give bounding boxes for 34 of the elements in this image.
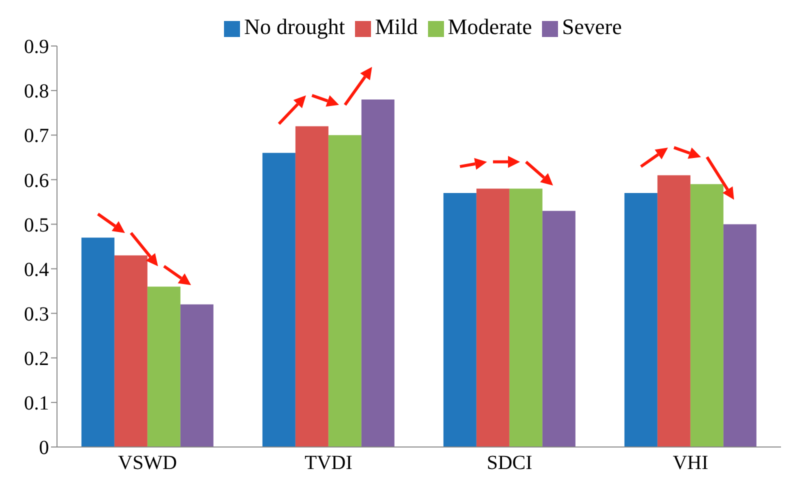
y-tick-label: 0.2: [24, 348, 49, 370]
y-tick-label: 0.6: [24, 170, 49, 192]
y-tick-label: 0.7: [24, 125, 49, 148]
y-tick-label: 0.4: [24, 258, 49, 281]
bar: [657, 175, 690, 447]
y-tick-label: 0.5: [24, 214, 49, 236]
bar: [295, 126, 328, 447]
bar: [542, 210, 576, 447]
bar: [690, 184, 724, 447]
legend-label: No drought: [244, 14, 345, 39]
bar: [443, 193, 476, 447]
legend-label: Severe: [562, 14, 622, 39]
x-tick-label: TVDI: [304, 452, 352, 474]
x-tick-label: SDCI: [486, 452, 532, 474]
y-tick-label: 0.1: [24, 392, 49, 415]
bar: [114, 255, 148, 447]
bar: [476, 188, 510, 447]
x-tick-label: VSWD: [118, 452, 177, 474]
bar: [262, 152, 296, 447]
legend-label: Moderate: [448, 14, 532, 39]
bar: [147, 286, 180, 447]
bar: [180, 304, 214, 447]
x-tick-label: VHI: [672, 452, 708, 474]
legend-label: Mild: [374, 14, 418, 39]
bar: [723, 224, 756, 447]
bar: [328, 135, 362, 447]
y-tick-label: 0: [39, 437, 49, 460]
y-tick-label: 0.8: [24, 80, 49, 103]
bar: [509, 188, 542, 447]
bar: [361, 99, 394, 447]
bar: [624, 193, 658, 447]
y-tick-label: 0.9: [24, 36, 49, 58]
y-tick-label: 0.3: [24, 303, 49, 326]
bar: [81, 238, 114, 447]
